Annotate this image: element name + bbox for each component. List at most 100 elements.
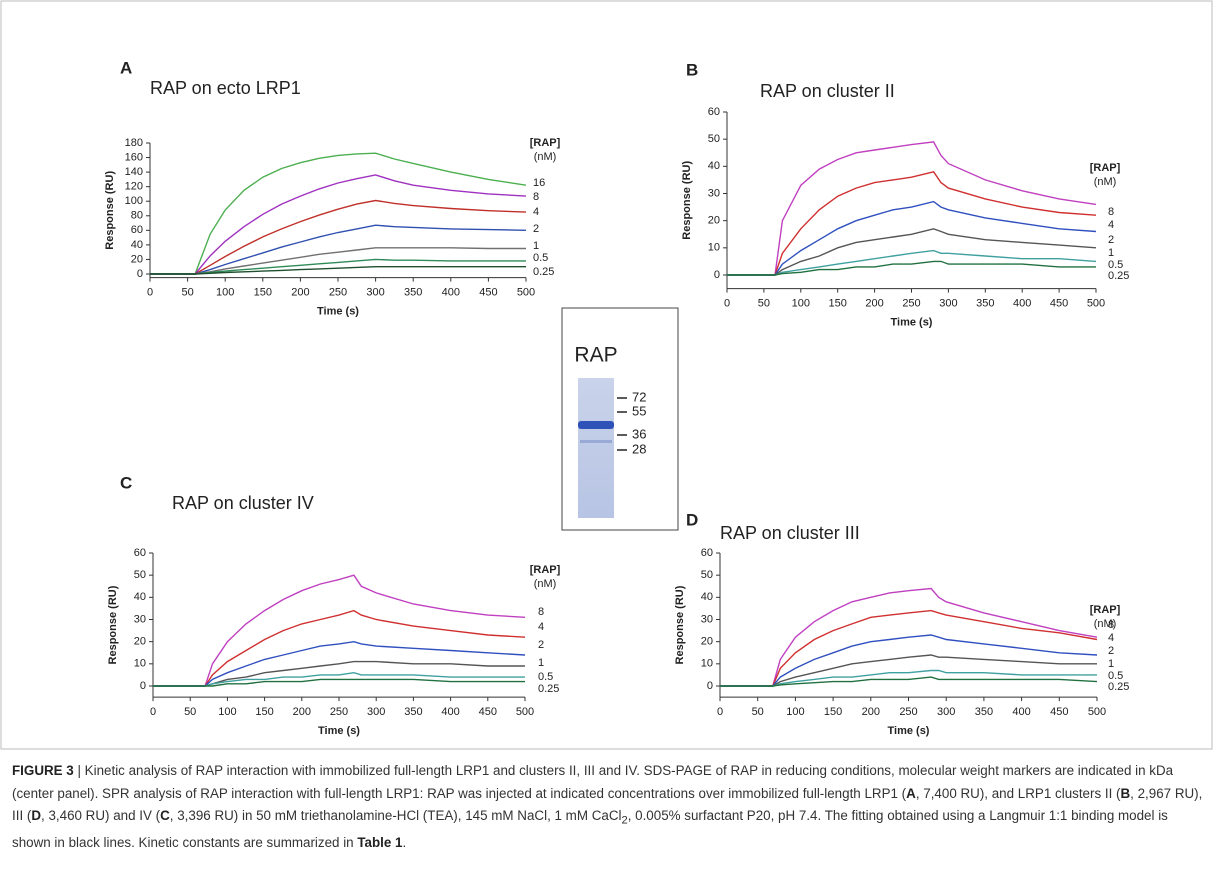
- caption-text: Table 1: [357, 835, 403, 851]
- panel-title: RAP on cluster III: [720, 523, 860, 543]
- caption-text: , 7,400 RU), and LRP1 clusters II (: [915, 785, 1121, 801]
- series-line: [150, 174, 527, 275]
- gel-marker-label: 28: [632, 441, 646, 456]
- y-tick-label: 50: [708, 133, 720, 145]
- y-tick-label: 140: [125, 166, 143, 178]
- x-tick-label: 400: [1013, 297, 1031, 309]
- x-tick-label: 100: [792, 297, 810, 309]
- gel-marker-label: 36: [632, 426, 646, 441]
- gel-lane: [578, 378, 614, 518]
- x-tick-label: 50: [184, 706, 196, 718]
- x-tick-label: 200: [865, 297, 883, 309]
- y-axis-label: Response (RU): [674, 585, 686, 664]
- panel-letter: B: [686, 60, 698, 79]
- y-tick-label: 80: [131, 210, 143, 222]
- legend-title: [RAP]: [1090, 162, 1121, 174]
- y-tick-label: 20: [708, 215, 720, 227]
- series-label: 16: [533, 177, 545, 189]
- x-tick-label: 350: [976, 297, 994, 309]
- series-line: [727, 249, 1097, 276]
- caption-text: B: [1120, 785, 1131, 801]
- x-tick-label: 200: [862, 706, 880, 718]
- series-label: 4: [1108, 632, 1114, 644]
- series-label: 1: [1108, 658, 1114, 670]
- series-label: 0.5: [538, 671, 553, 683]
- legend-unit: (nM): [534, 151, 557, 163]
- x-tick-label: 350: [975, 706, 993, 718]
- y-tick-label: 50: [134, 569, 146, 581]
- x-tick-label: 0: [147, 287, 153, 299]
- x-tick-label: 300: [366, 287, 384, 299]
- y-tick-label: 20: [134, 636, 146, 648]
- x-tick-label: 500: [1088, 706, 1106, 718]
- gel-panel: RAP: [561, 307, 679, 531]
- series-line: [150, 199, 527, 275]
- x-tick-label: 300: [367, 706, 385, 718]
- series-label: 8: [538, 606, 544, 618]
- gel-band: [578, 421, 614, 429]
- series-line: [150, 224, 527, 275]
- x-tick-label: 0: [150, 706, 156, 718]
- x-tick-label: 500: [516, 706, 534, 718]
- x-tick-label: 250: [329, 287, 347, 299]
- caption-text: , 2,967 RU), III (: [12, 785, 1203, 824]
- y-tick-label: 40: [701, 591, 713, 603]
- x-tick-label: 50: [181, 287, 193, 299]
- figure-border: [0, 0, 1213, 750]
- series-label: 4: [1108, 219, 1114, 231]
- x-tick-label: 400: [1012, 706, 1030, 718]
- x-tick-label: 350: [404, 287, 422, 299]
- caption-text: , 3,460 RU) and IV (: [41, 808, 161, 823]
- x-tick-label: 50: [752, 706, 764, 718]
- series-label: 0.5: [1108, 670, 1123, 682]
- series-line: [153, 671, 525, 687]
- y-tick-label: 40: [134, 591, 146, 603]
- series-line: [153, 609, 526, 687]
- y-tick-label: 10: [708, 242, 720, 254]
- x-tick-label: 450: [1050, 706, 1068, 718]
- series-line: [727, 171, 1097, 276]
- x-tick-label: 350: [404, 706, 422, 718]
- series-label: 1: [1108, 247, 1114, 259]
- series-line: [720, 609, 1098, 687]
- x-axis-label: Time (s): [318, 725, 360, 737]
- series-label: 8: [1108, 206, 1114, 218]
- legend-unit: (nM): [1094, 618, 1117, 630]
- legend-title: [RAP]: [530, 564, 561, 576]
- series-label: 0.25: [538, 683, 559, 695]
- y-tick-label: 30: [134, 613, 146, 625]
- series-line: [720, 587, 1098, 687]
- x-tick-label: 300: [939, 297, 957, 309]
- series-label: 0.25: [533, 266, 554, 278]
- x-axis-label: Time (s): [888, 725, 930, 737]
- x-tick-label: 250: [899, 706, 917, 718]
- legend-title: [RAP]: [1090, 604, 1121, 616]
- x-tick-label: 200: [293, 706, 311, 718]
- series-line: [153, 678, 525, 687]
- panel-title: RAP on ecto LRP1: [150, 78, 301, 98]
- x-tick-label: 150: [255, 706, 273, 718]
- gel-title: RAP: [574, 344, 617, 367]
- x-tick-label: 100: [786, 706, 804, 718]
- y-tick-label: 0: [140, 680, 146, 692]
- x-tick-label: 100: [216, 287, 234, 299]
- figure-caption: FIGURE 3 | Kinetic analysis of RAP inter…: [12, 760, 1204, 855]
- panel-title: RAP on cluster II: [760, 81, 895, 101]
- series-line: [720, 669, 1097, 687]
- x-tick-label: 500: [517, 287, 535, 299]
- series-line: [727, 228, 1097, 276]
- series-label: 0.25: [1108, 681, 1129, 693]
- x-tick-label: 450: [479, 287, 497, 299]
- y-tick-label: 0: [707, 680, 713, 692]
- caption-text: .: [402, 835, 407, 851]
- caption-text: C: [160, 808, 170, 823]
- x-tick-label: 0: [717, 706, 723, 718]
- series-line: [720, 676, 1098, 687]
- y-tick-label: 20: [131, 253, 143, 265]
- y-axis-label: Response (RU): [107, 585, 119, 664]
- x-tick-label: 150: [254, 287, 272, 299]
- x-tick-label: 0: [724, 297, 730, 309]
